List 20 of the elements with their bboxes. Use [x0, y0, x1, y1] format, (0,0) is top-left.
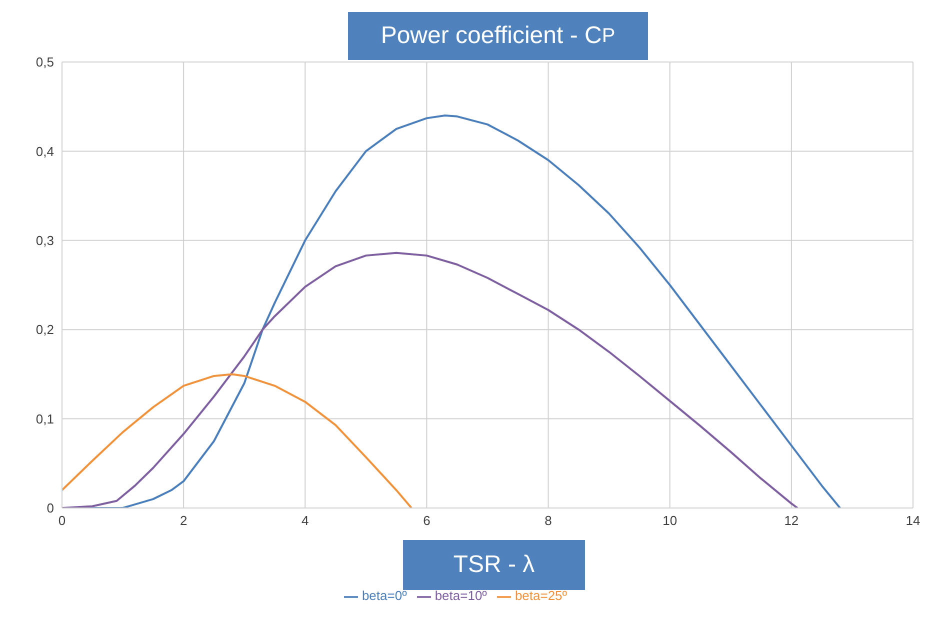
x-tick-label: 0: [58, 513, 66, 528]
y-tick-label: 0: [46, 500, 54, 516]
line-series: [62, 373, 413, 508]
y-tick-label: 0,4: [36, 144, 54, 159]
x-tick-label: 10: [662, 513, 678, 528]
x-tick-label: 14: [906, 513, 920, 528]
x-axis-title: TSR - λ: [453, 551, 535, 578]
x-tick-label: 4: [302, 513, 309, 528]
y-tick-label: 0,2: [36, 322, 54, 338]
y-tick-label: 0,1: [36, 411, 54, 426]
legend-label: beta=25º: [514, 588, 568, 603]
x-tick-label: 6: [423, 513, 430, 528]
legend-label: beta=0º: [362, 588, 407, 603]
y-tick-label: 0,5: [36, 54, 54, 70]
legend-label: beta=10º: [434, 588, 487, 603]
x-tick-label: 12: [784, 513, 799, 528]
line-series: [62, 252, 799, 508]
y-tick-label: 0,3: [36, 233, 54, 248]
x-tick-label: 2: [180, 513, 188, 528]
x-tick-label: 8: [544, 513, 552, 528]
